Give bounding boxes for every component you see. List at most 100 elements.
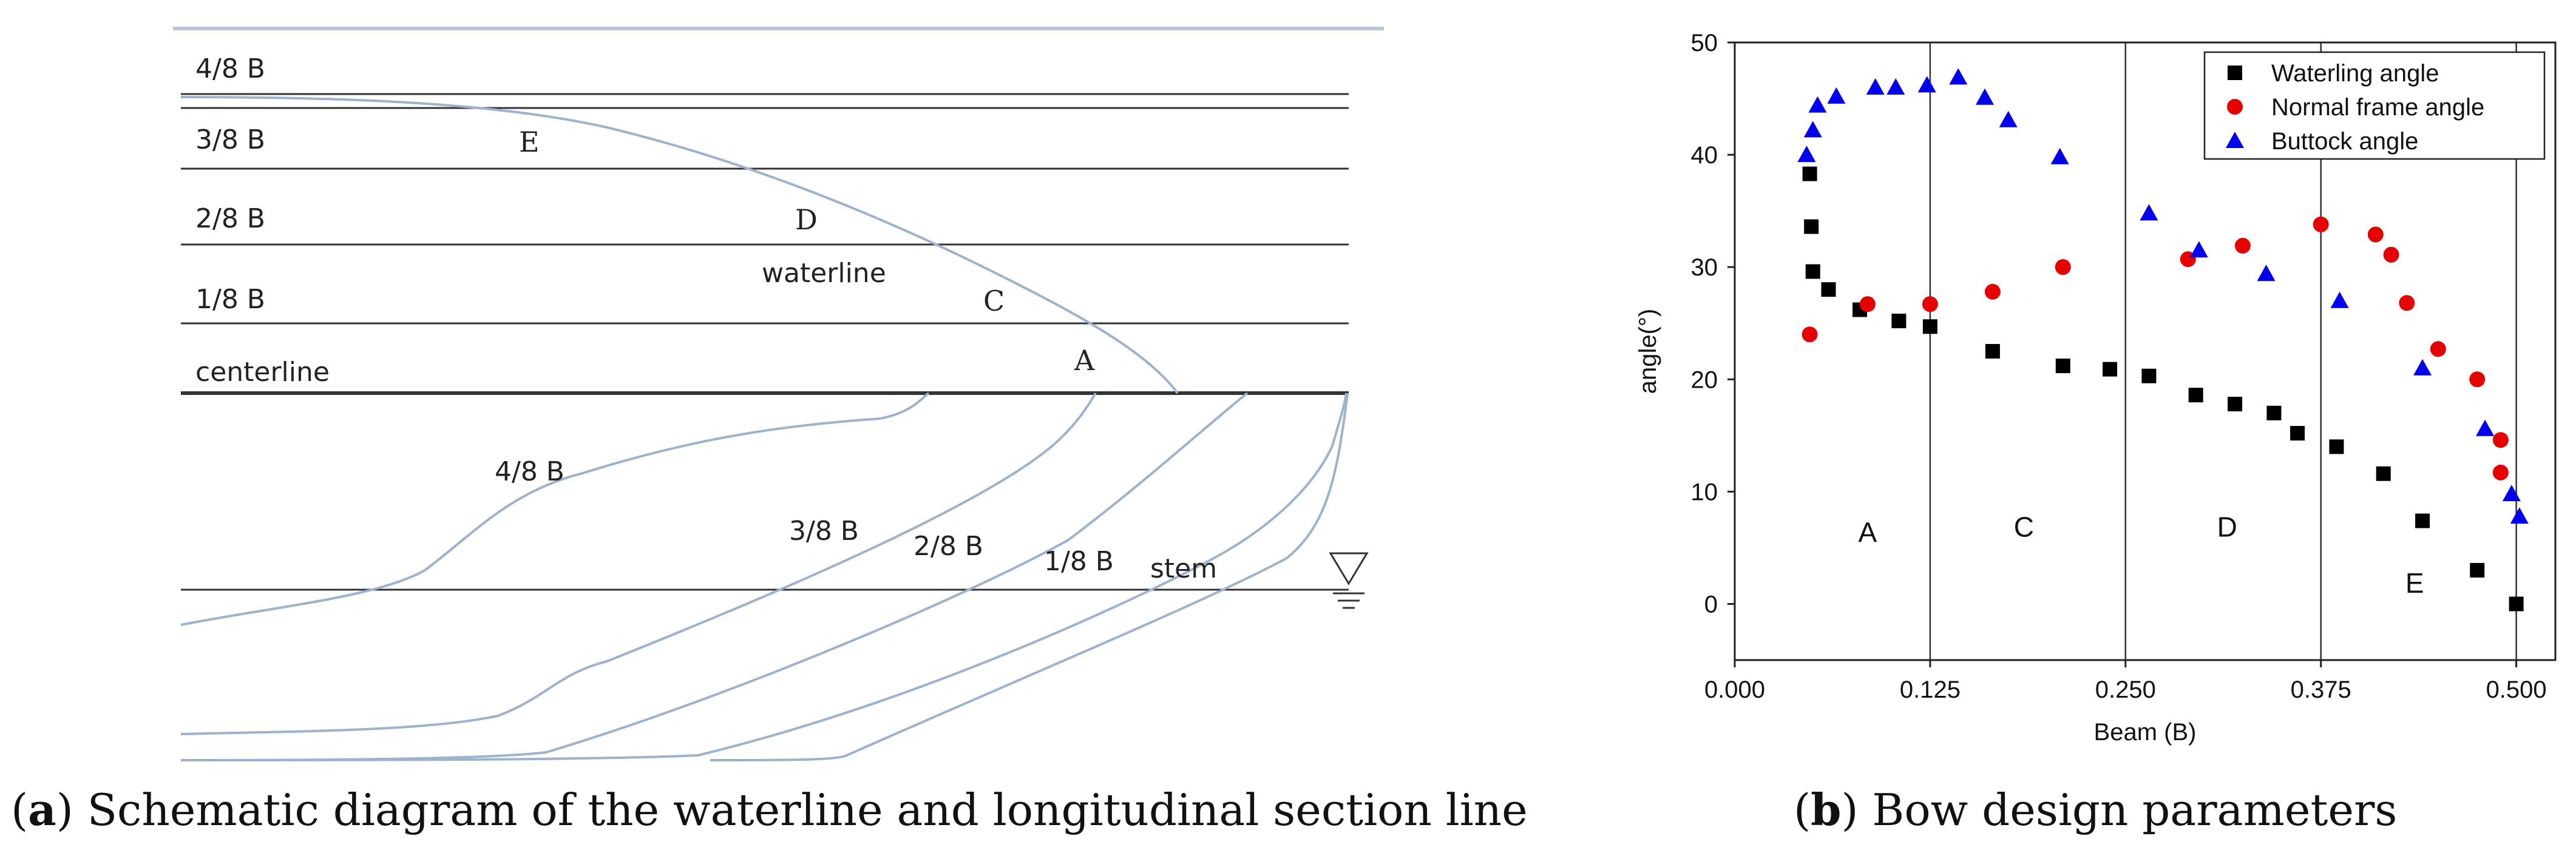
data-point <box>2141 368 2157 383</box>
x-axis-label: Beam (B) <box>2094 719 2197 746</box>
data-point <box>1859 296 1876 312</box>
data-point <box>1802 166 1817 181</box>
legend-marker <box>2228 66 2242 80</box>
data-point <box>1922 319 1937 334</box>
data-point <box>1808 96 1827 113</box>
data-point <box>1821 282 1836 297</box>
data-point <box>2399 295 2415 311</box>
data-point <box>1827 87 1846 104</box>
data-point <box>2188 388 2203 403</box>
band-label-3-8: 3/8 B <box>195 124 265 155</box>
data-point <box>1985 344 2000 359</box>
data-point <box>2140 204 2158 221</box>
x-tick-label: 0.125 <box>1900 676 1961 703</box>
data-point <box>2502 485 2521 502</box>
data-point <box>2415 513 2430 528</box>
y-tick-label: 20 <box>1691 366 1718 393</box>
data-point <box>1917 76 1936 93</box>
section-label-1-8: 1/8 B <box>1044 546 1114 577</box>
point-label-a: A <box>1074 344 1095 377</box>
region-label: A <box>1859 517 1877 548</box>
data-point <box>2055 259 2071 275</box>
waterline-label: waterline <box>762 258 886 289</box>
data-point <box>1866 78 1885 95</box>
data-point <box>2189 241 2208 258</box>
data-point <box>2103 362 2118 377</box>
chart-legend: Waterling angle Normal frame angle Buttock… <box>2203 51 2546 160</box>
data-point <box>2234 238 2251 254</box>
chart-marks <box>1797 68 2529 612</box>
data-point <box>2476 419 2495 436</box>
band-label-2-8: 2/8 B <box>195 203 265 234</box>
data-point <box>2313 216 2329 232</box>
data-point <box>1886 78 1905 95</box>
data-point <box>1802 326 1818 343</box>
data-point <box>2470 562 2485 578</box>
centerline-label: centerline <box>195 357 330 388</box>
legend-label: Buttock angle <box>2271 128 2418 155</box>
data-point <box>2510 507 2529 524</box>
data-point <box>2050 147 2069 164</box>
data-point <box>2383 246 2399 263</box>
data-point <box>1922 296 1938 312</box>
x-tick-label: 0.000 <box>1704 676 1765 703</box>
y-tick-label: 0 <box>1704 591 1718 618</box>
data-point <box>2257 265 2276 282</box>
x-tick-label: 0.250 <box>2095 676 2156 703</box>
legend-label: Normal frame angle <box>2271 94 2484 121</box>
section-label-2-8: 2/8 B <box>913 531 983 562</box>
data-point <box>1976 88 1995 105</box>
series-circle-points <box>1802 216 2509 480</box>
data-point <box>2469 371 2486 388</box>
data-point <box>1803 121 1822 138</box>
data-point <box>2329 439 2344 454</box>
chart-region-labels: A C D E <box>1859 511 2424 599</box>
data-point <box>1999 110 2018 127</box>
point-label-c: C <box>983 285 1005 317</box>
region-label: C <box>2014 511 2034 542</box>
plot-frame <box>1734 41 2557 661</box>
data-point <box>2509 596 2524 612</box>
data-point <box>2228 396 2243 411</box>
legend-box <box>2203 51 2546 160</box>
series-square-points <box>1802 166 2524 612</box>
section-label-3-8: 3/8 B <box>789 516 859 547</box>
data-point <box>2430 341 2446 357</box>
x-tick-label: 0.375 <box>2291 676 2351 703</box>
data-point <box>2376 466 2391 481</box>
y-tick-label: 30 <box>1691 254 1718 281</box>
point-label-d: D <box>795 203 818 236</box>
schematic-diagram: 4/8 B 3/8 B 2/8 B 1/8 B centerline E D w… <box>173 27 1384 761</box>
y-tick-label: 10 <box>1691 479 1718 505</box>
data-point <box>1949 68 1968 85</box>
y-axis-label: angle(°) <box>1635 309 1661 394</box>
section-line-1-8 <box>180 393 1347 761</box>
region-label: E <box>2405 567 2424 599</box>
data-point <box>2492 464 2509 480</box>
data-point <box>1797 146 1816 163</box>
stem-label: stem <box>1150 553 1217 584</box>
data-point <box>1804 219 1819 234</box>
data-point <box>2413 359 2432 376</box>
x-tick-label: 0.500 <box>2486 676 2547 703</box>
data-point <box>2290 426 2305 441</box>
caption-b: (b) Bow design parameters <box>1794 784 2397 835</box>
data-point <box>1805 264 1820 279</box>
y-tick-label: 40 <box>1691 142 1718 169</box>
data-point <box>1984 283 2001 300</box>
data-point <box>2055 359 2070 374</box>
bow-parameters-chart: 0.000 0.125 0.250 0.375 0.500 0 10 20 30 40 50 A C D… <box>1635 30 2557 746</box>
stem-line <box>710 393 1349 761</box>
waterline-curve <box>180 96 1179 394</box>
caption-a: (a) Schematic diagram of the waterline a… <box>11 784 1528 835</box>
legend-marker <box>2227 99 2243 115</box>
data-point <box>2330 291 2349 308</box>
y-tick-label: 50 <box>1691 30 1718 56</box>
water-level-icon <box>1329 552 1369 609</box>
legend-marker <box>2226 132 2244 148</box>
chart-axes: 0.000 0.125 0.250 0.375 0.500 0 10 20 30 40 50 <box>1691 30 2547 703</box>
legend-label: Waterling angle <box>2271 60 2439 87</box>
data-point <box>1891 314 1907 329</box>
data-point <box>2266 405 2282 420</box>
